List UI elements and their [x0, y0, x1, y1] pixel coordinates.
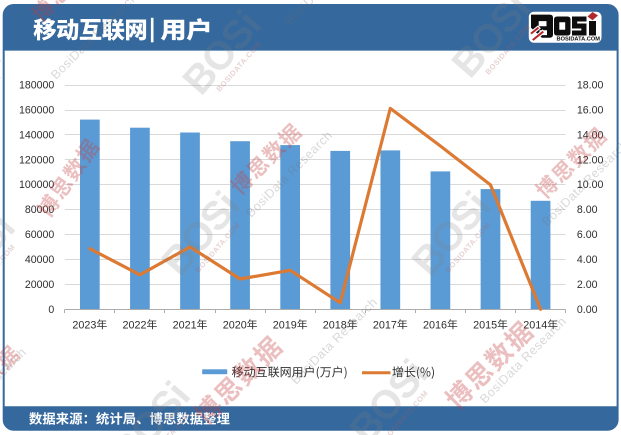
svg-text:2020: 2020 [223, 319, 247, 331]
svg-text:0.00: 0.00 [577, 304, 598, 316]
svg-text:2021: 2021 [173, 319, 197, 331]
svg-text:2019: 2019 [273, 319, 297, 331]
svg-text:140000: 140000 [19, 130, 54, 142]
svg-text:8.00: 8.00 [577, 204, 598, 216]
svg-text:100000: 100000 [19, 179, 54, 191]
svg-text:16.00: 16.00 [577, 105, 604, 117]
svg-text:10.00: 10.00 [577, 179, 604, 191]
svg-text:180000: 180000 [19, 80, 54, 92]
svg-text:2014: 2014 [523, 319, 547, 331]
svg-text:2023: 2023 [72, 319, 96, 331]
svg-text:60000: 60000 [25, 229, 55, 241]
svg-text:4.00: 4.00 [577, 254, 598, 266]
svg-text:2015: 2015 [473, 319, 497, 331]
svg-text:2022: 2022 [123, 319, 147, 331]
svg-text:20000: 20000 [25, 279, 55, 291]
svg-text:120000: 120000 [19, 154, 54, 166]
svg-text:40000: 40000 [25, 254, 55, 266]
svg-text:2.00: 2.00 [577, 279, 598, 291]
svg-text:2018: 2018 [323, 319, 347, 331]
svg-text:BOSIDATA.COM: BOSIDATA.COM [557, 36, 601, 42]
svg-text:160000: 160000 [19, 105, 54, 117]
svg-text:18.00: 18.00 [577, 80, 604, 92]
svg-text:2017: 2017 [373, 319, 397, 331]
svg-text:2016: 2016 [423, 319, 447, 331]
svg-text:6.00: 6.00 [577, 229, 598, 241]
svg-text:0: 0 [48, 304, 54, 316]
svg-text:12.00: 12.00 [577, 154, 604, 166]
